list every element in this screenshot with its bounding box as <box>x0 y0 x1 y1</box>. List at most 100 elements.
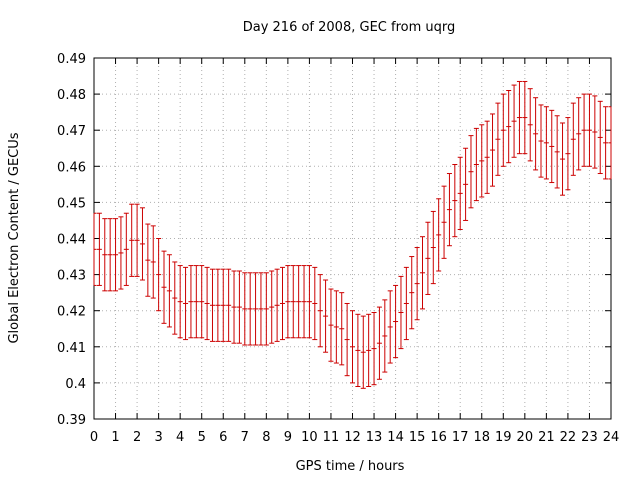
error-bar-point <box>457 156 463 230</box>
y-tick-label: 0.39 <box>57 413 86 428</box>
error-bar-point <box>344 302 350 377</box>
error-bar-point <box>113 218 119 292</box>
error-bar-point <box>516 80 522 155</box>
x-tick-label: 11 <box>323 430 340 445</box>
error-bar-point <box>328 288 334 362</box>
error-bar-point <box>597 100 603 175</box>
error-bar-point <box>193 265 199 339</box>
error-bar-point <box>398 275 404 350</box>
error-bar-point <box>279 266 285 341</box>
x-tick-label: 1 <box>111 430 119 445</box>
error-bar-point <box>290 265 296 339</box>
error-bar-point <box>118 216 124 290</box>
y-tick-label: 0.49 <box>57 52 86 67</box>
y-tick-label: 0.46 <box>57 160 86 175</box>
x-tick-label: 13 <box>366 430 383 445</box>
y-tick-label: 0.43 <box>57 269 86 284</box>
error-bar-point <box>446 173 452 247</box>
error-bar-point <box>522 80 528 155</box>
x-tick-label: 16 <box>430 430 447 445</box>
error-bar-point <box>409 256 415 330</box>
error-bar-point <box>150 225 156 299</box>
x-axis-label: GPS time / hours <box>296 459 405 474</box>
x-tick-label: 8 <box>262 430 270 445</box>
error-bar-point <box>139 207 145 281</box>
error-bar-point <box>177 265 183 339</box>
x-tick-label: 24 <box>603 430 620 445</box>
error-bar-point <box>538 104 544 178</box>
error-bar-point <box>479 124 485 198</box>
error-bar-point <box>247 272 253 346</box>
error-bar-point <box>107 218 113 292</box>
error-bar-point <box>490 113 496 187</box>
y-tick-label: 0.48 <box>57 88 86 103</box>
error-bar-point <box>306 265 312 339</box>
error-bar-point <box>183 266 189 341</box>
error-bar-point <box>414 247 420 321</box>
error-bar-point <box>533 97 539 171</box>
axis-ticks <box>93 57 612 420</box>
x-tick-label: 17 <box>452 430 469 445</box>
error-bar-point <box>161 250 167 324</box>
y-tick-label: 0.42 <box>57 305 86 320</box>
x-tick-label: 14 <box>387 430 404 445</box>
error-bar-point <box>608 106 612 180</box>
error-bar-point <box>96 212 102 286</box>
error-bar-point <box>145 223 151 297</box>
error-bar-point <box>285 265 291 339</box>
error-bar-point <box>350 310 355 384</box>
error-bar-point <box>570 102 576 176</box>
error-bar-point <box>463 147 469 221</box>
y-tick-label: 0.44 <box>57 233 86 248</box>
error-bar-point <box>360 315 366 389</box>
error-bar-point <box>382 299 388 373</box>
error-bar-point <box>339 292 345 366</box>
x-tick-label: 20 <box>517 430 534 445</box>
error-bar-point <box>102 218 108 292</box>
error-bar-point <box>317 274 323 348</box>
error-bar-point <box>554 115 560 189</box>
error-bar-point <box>269 270 275 344</box>
error-bar-point <box>355 313 361 388</box>
x-tick-label: 7 <box>241 430 249 445</box>
x-tick-label: 23 <box>581 430 598 445</box>
x-tick-label: 5 <box>198 430 206 445</box>
error-bar-point <box>484 120 490 194</box>
y-tick-label: 0.47 <box>57 124 86 139</box>
error-bar-point <box>301 265 307 339</box>
x-tick-label: 9 <box>284 430 292 445</box>
error-bar-point <box>333 290 339 364</box>
error-bar-point <box>258 272 264 346</box>
error-bar-point <box>242 272 248 346</box>
x-tick-label: 0 <box>90 430 98 445</box>
error-bar-point <box>226 268 232 342</box>
grid-lines <box>94 58 611 419</box>
x-tick-labels: 0 1 2 3 4 5 6 7 8 9 10 11 12 13 14 15 16 17 18 19 20 21 22 23 24 <box>90 430 619 445</box>
error-bar-point <box>603 106 609 180</box>
error-bar-point <box>166 254 172 328</box>
error-bar-point <box>312 266 318 341</box>
error-bar-point <box>371 312 377 386</box>
y-tick-label: 0.41 <box>57 341 86 356</box>
error-bar-point <box>549 109 555 184</box>
error-bar-point <box>204 266 210 341</box>
error-bar-point <box>560 122 566 196</box>
error-bar-point <box>123 212 129 286</box>
error-bar-point <box>420 236 426 310</box>
chart-title: Day 216 of 2008, GEC from uqrg <box>243 20 456 35</box>
error-bar-point <box>543 106 549 180</box>
x-tick-label: 2 <box>133 430 141 445</box>
error-bar-point <box>586 93 592 167</box>
error-bar-point <box>511 84 517 158</box>
error-bar-point <box>199 265 205 339</box>
error-bar-point <box>296 265 302 339</box>
error-bar-point <box>473 127 479 202</box>
error-bar-point <box>366 313 372 388</box>
error-bar-point <box>506 89 512 164</box>
error-bar-point <box>220 268 226 342</box>
error-bar-point <box>172 261 178 335</box>
y-tick-label: 0.45 <box>57 196 86 211</box>
x-tick-label: 12 <box>344 430 361 445</box>
error-bar-point <box>452 163 458 238</box>
